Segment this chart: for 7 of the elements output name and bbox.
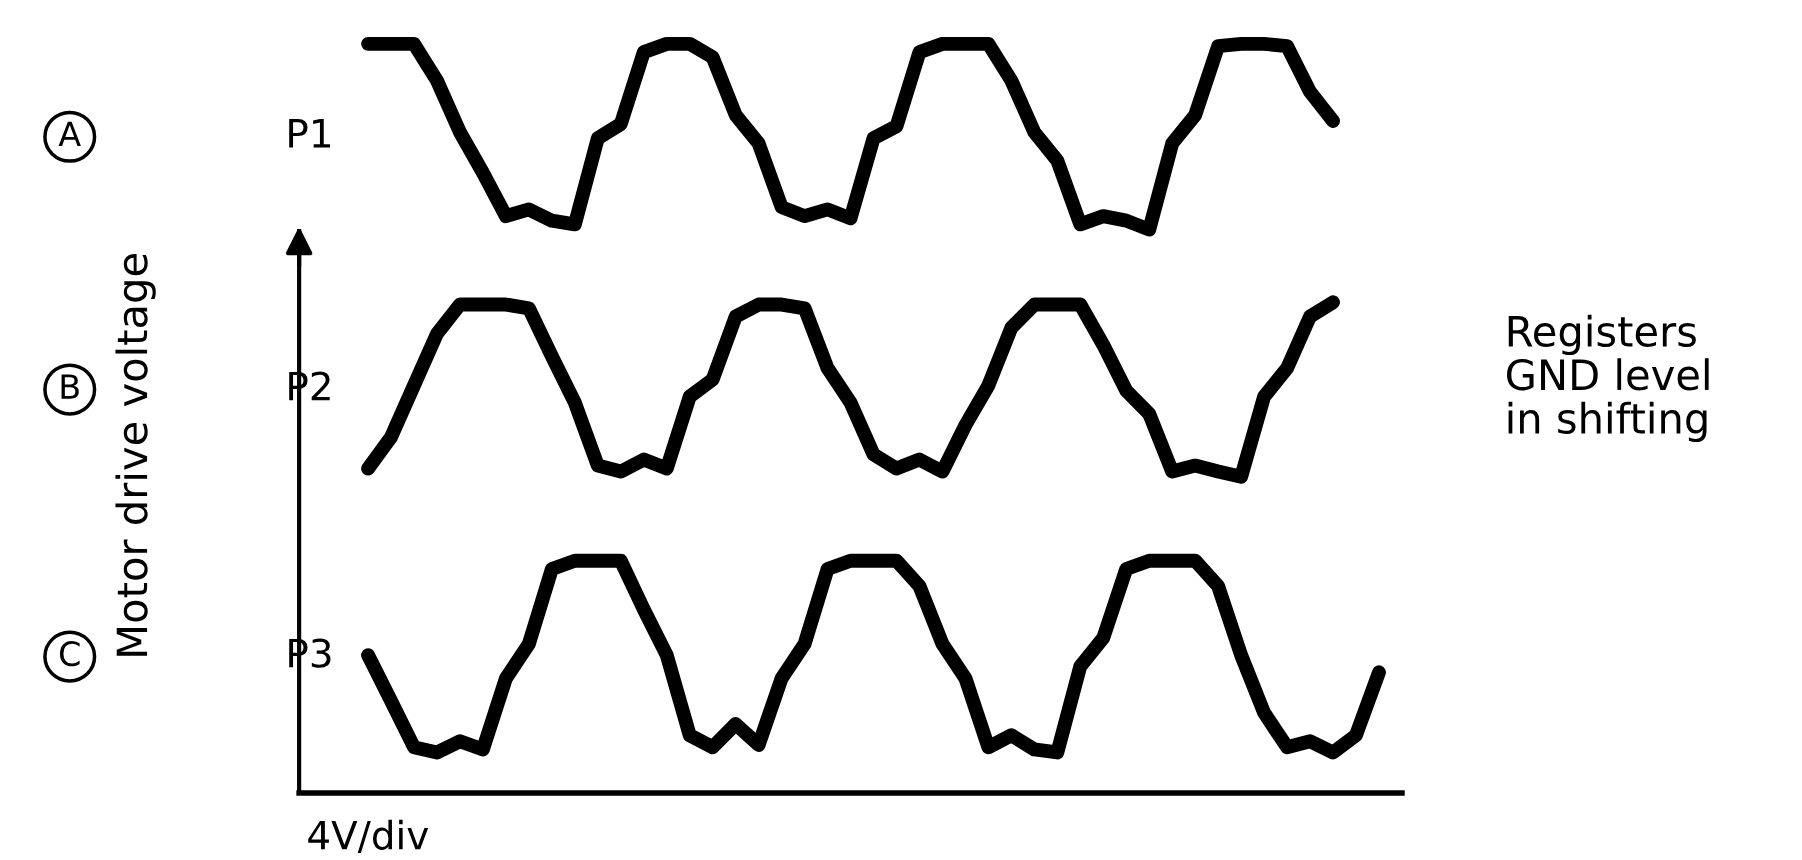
- text: C: [59, 641, 80, 667]
- text: A: [58, 121, 81, 146]
- text: P1: [289, 119, 331, 148]
- text: B: [61, 374, 79, 399]
- text: Registers GND level in shifting: [1507, 314, 1709, 443]
- text: 4V/div: [308, 819, 429, 853]
- y-axis-title: Motor drive voltage: [115, 254, 156, 656]
